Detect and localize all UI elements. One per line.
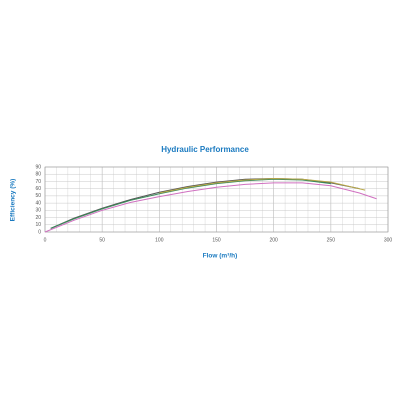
- x-axis-label: Flow (m³/h): [203, 253, 238, 260]
- plot-frame: [44, 166, 389, 233]
- x-tick-label: 250: [327, 237, 336, 243]
- x-tick-label: 0: [44, 237, 47, 243]
- y-tick-label: 40: [35, 200, 41, 206]
- y-tick-label: 0: [38, 229, 41, 235]
- x-tick-label: 50: [99, 237, 105, 243]
- line: [50, 178, 331, 229]
- line: [159, 178, 366, 194]
- x-tick-label: 300: [384, 237, 393, 243]
- x-tick-label: 150: [212, 237, 221, 243]
- x-tick-label: 100: [155, 237, 164, 243]
- line: [44, 182, 377, 233]
- y-tick-label: 80: [35, 172, 41, 178]
- y-tick-label: 60: [35, 186, 41, 192]
- y-tick-label: 70: [35, 179, 41, 185]
- x-tick-label: 200: [269, 237, 278, 243]
- y-tick-label: 90: [35, 164, 41, 170]
- y-tick-label: 10: [35, 222, 41, 228]
- y-axis-label: Efficiency (%): [10, 179, 17, 222]
- y-tick-label: 20: [35, 215, 41, 221]
- y-tick-label: 50: [35, 193, 41, 199]
- y-tick-label: 30: [35, 208, 41, 214]
- chart-title: Hydraulic Performance: [161, 145, 249, 154]
